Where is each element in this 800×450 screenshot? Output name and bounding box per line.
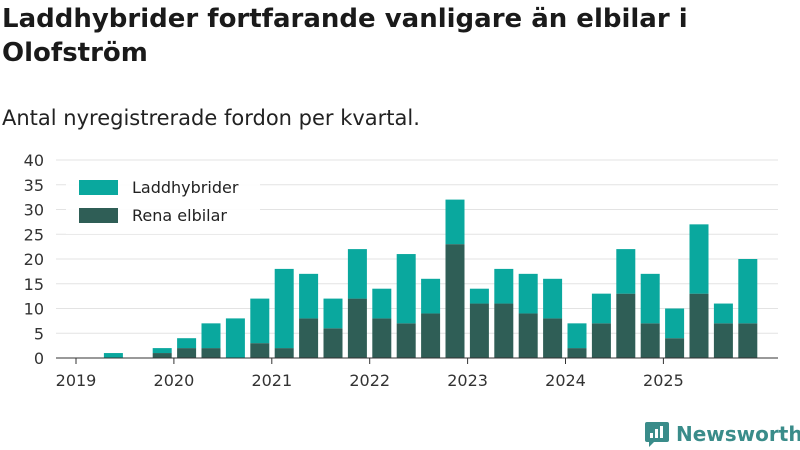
bar-rena-elbilar [347,298,367,358]
bar-laddhybrider [713,303,733,324]
bar-laddhybrider [469,288,489,304]
bar-rena-elbilar [616,293,636,358]
bar-laddhybrider [201,323,221,349]
brand: Newsworthy [644,418,800,450]
bar-laddhybrider [543,278,563,319]
bar-laddhybrider [665,308,685,339]
y-axis: 0 5 10 15 20 25 30 35 40 [24,151,44,368]
bar-laddhybrider [421,278,441,314]
bar-laddhybrider [103,353,123,358]
bar-rena-elbilar [274,348,294,358]
x-tick-label: 2024 [545,371,586,390]
bar-laddhybrider [640,273,660,324]
bar-rena-elbilar [421,313,441,358]
bar-rena-elbilar [591,323,611,358]
bar-laddhybrider [445,199,465,245]
bar-rena-elbilar [299,318,319,358]
bar-laddhybrider [616,249,636,294]
bar-laddhybrider [299,273,319,319]
bar-laddhybrider [567,323,587,349]
bar-rena-elbilar [567,348,587,358]
legend-swatch [79,180,118,195]
y-tick-label: 5 [34,324,44,343]
chart-title: Laddhybrider fortfarande vanligare än el… [2,4,688,68]
bar-rena-elbilar [518,313,538,358]
x-tick-label: 2023 [447,371,488,390]
bar-laddhybrider [347,249,367,299]
bar-rena-elbilar [152,353,172,358]
bar-laddhybrider [152,348,172,354]
bar-laddhybrider [738,259,758,324]
bar-rena-elbilar [323,328,343,358]
bar-rena-elbilar [396,323,416,358]
legend-label: Rena elbilar [132,206,227,225]
newsworthy-logo-icon [645,422,669,447]
x-axis: 2019 2020 2021 2022 2023 2024 2025 [56,357,778,390]
chart-subtitle: Antal nyregistrerade fordon per kvartal. [2,106,420,130]
bar-rena-elbilar [738,323,758,358]
y-tick-label: 10 [24,300,44,319]
bar-laddhybrider [591,293,611,324]
bar-rena-elbilar [665,338,685,358]
y-tick-label: 20 [24,250,44,269]
bar-laddhybrider [518,273,538,314]
bar-rena-elbilar [445,244,465,358]
bar-laddhybrider [396,254,416,324]
bar-rena-elbilar [689,293,709,358]
y-tick-label: 40 [24,151,44,170]
bar-laddhybrider [177,338,197,349]
legend-label: Laddhybrider [132,178,239,197]
y-tick-label: 25 [24,225,44,244]
x-tick-label: 2022 [349,371,390,390]
legend-swatch [79,208,118,223]
y-tick-label: 35 [24,176,44,195]
bar-rena-elbilar [713,323,733,358]
x-tick-label: 2021 [251,371,292,390]
bar-laddhybrider [689,224,709,294]
bar-laddhybrider [494,268,514,304]
bars [103,199,758,358]
x-tick-label: 2019 [56,371,97,390]
bar-laddhybrider [250,298,270,344]
bar-rena-elbilar [201,348,221,358]
bar-laddhybrider [323,298,343,329]
bar-laddhybrider [274,268,294,349]
x-tick-label: 2025 [643,371,684,390]
bar-rena-elbilar [640,323,660,358]
bar-rena-elbilar [372,318,392,358]
x-tick-label: 2020 [154,371,195,390]
brand-name: Newsworthy [676,422,800,446]
bar-rena-elbilar [543,318,563,358]
bar-rena-elbilar [250,343,270,358]
bar-rena-elbilar [494,303,514,358]
y-tick-label: 0 [34,349,44,368]
bar-rena-elbilar [177,348,197,358]
bar-rena-elbilar [469,303,489,358]
y-tick-label: 15 [24,275,44,294]
y-tick-label: 30 [24,201,44,220]
bar-laddhybrider [372,288,392,319]
bar-laddhybrider [225,318,245,358]
legend: Laddhybrider Rena elbilar [66,170,260,234]
